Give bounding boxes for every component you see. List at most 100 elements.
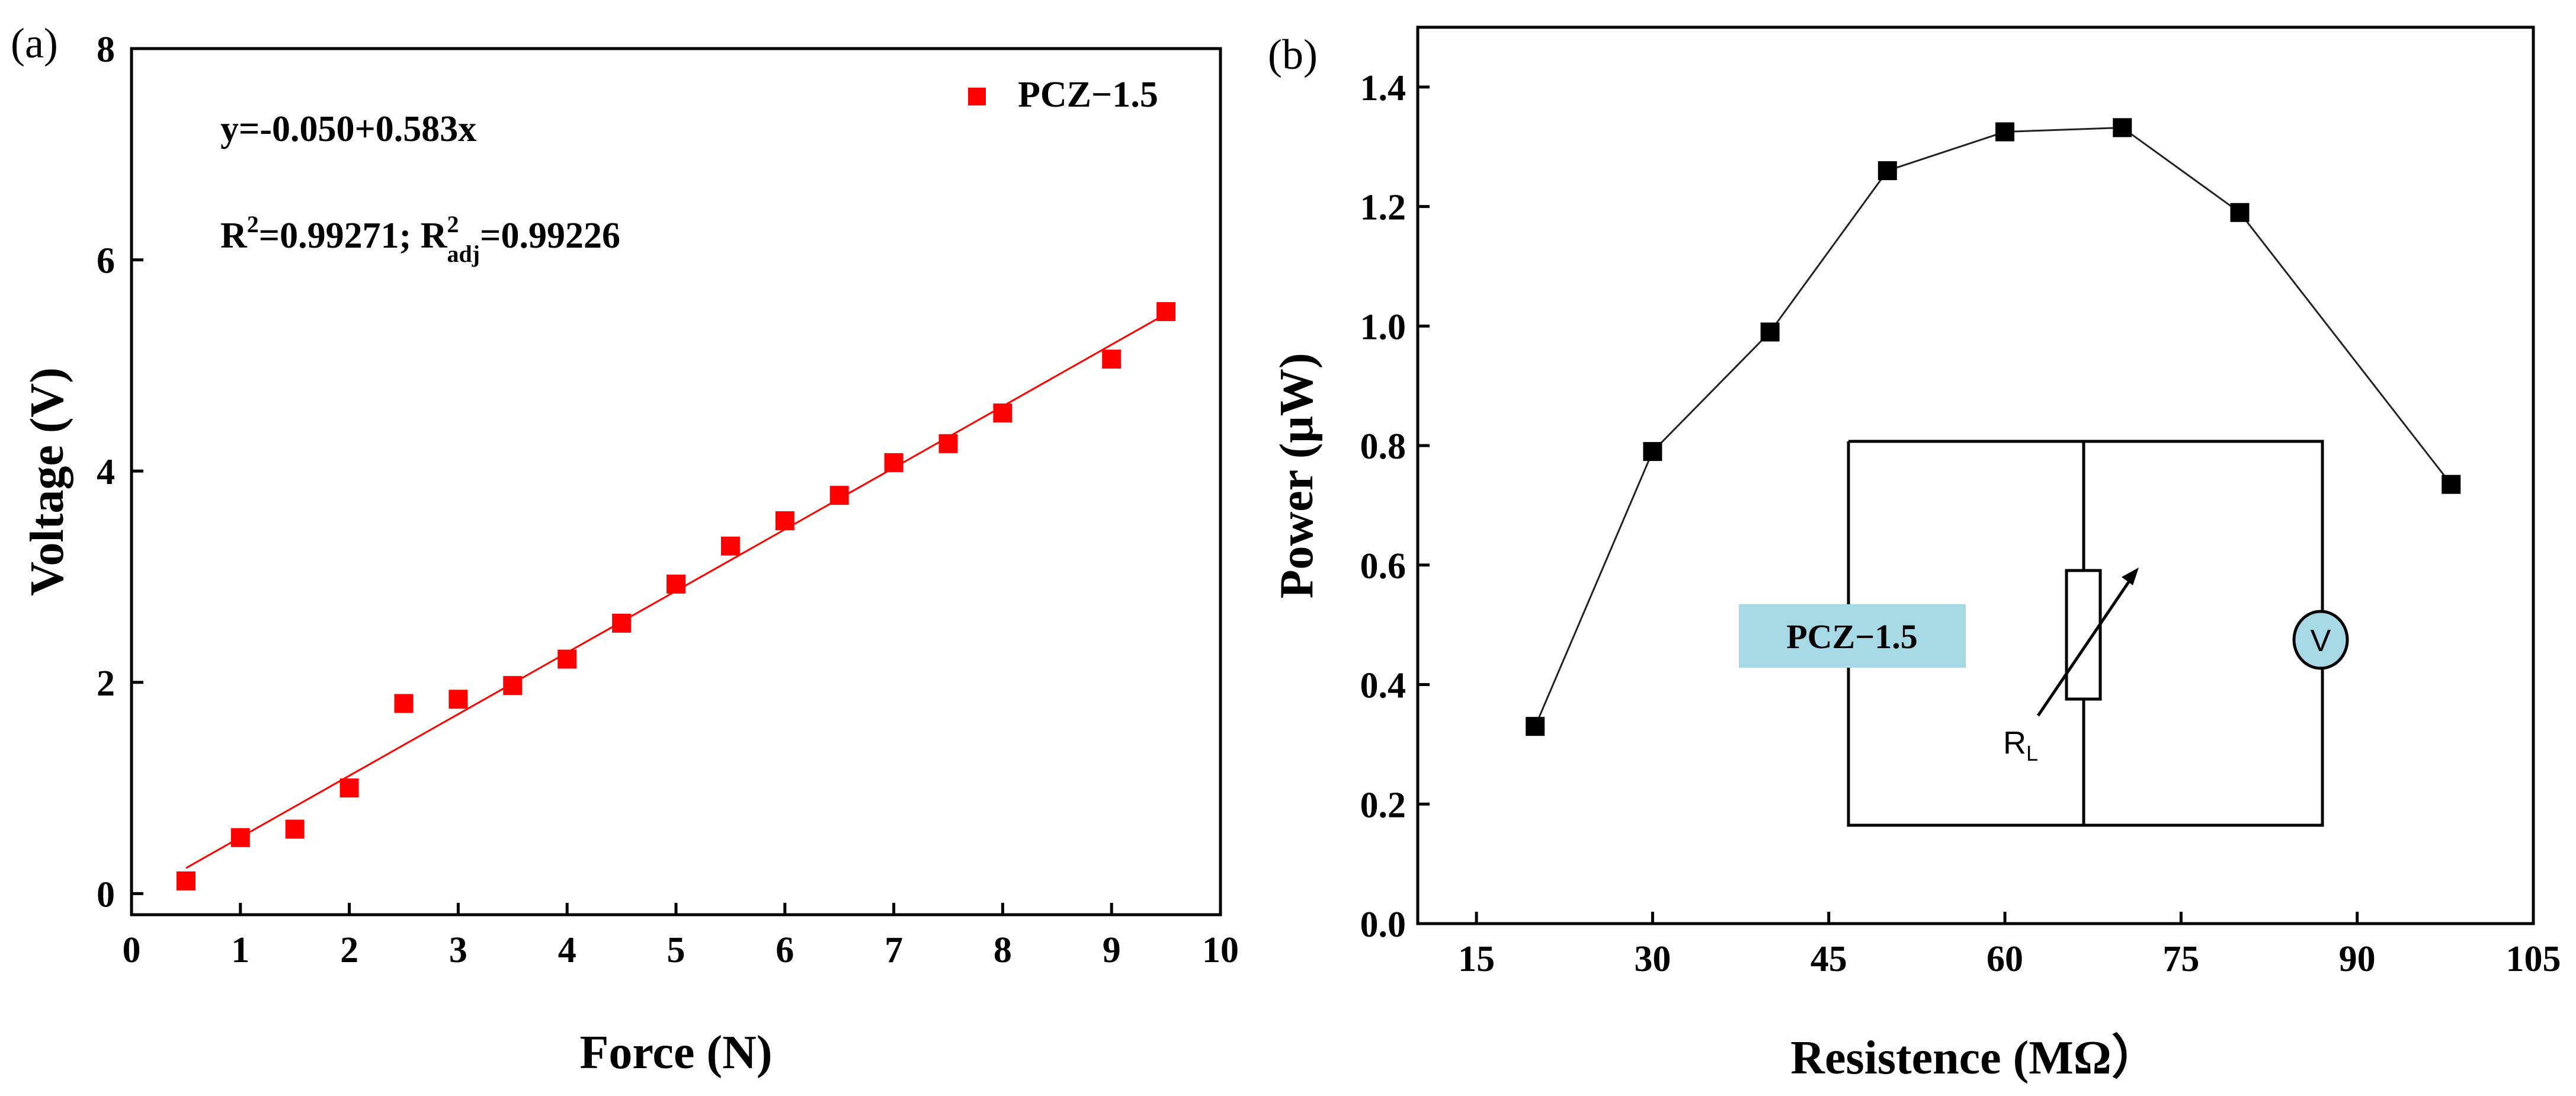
panel-b-x-tick-label: 45 [1811,939,1847,979]
panel-a-y-axis-label: Voltage (V) [21,367,73,596]
r2adj-sup: 2 [447,211,459,238]
inset-circuit: PCZ−1.5 RL V [1739,440,2349,827]
panel-a-y-tick-label: 2 [97,664,115,704]
voltmeter-circle [2292,610,2349,670]
panel-b-y-tick-label: 1.4 [1360,68,1406,108]
r2-sup: 2 [247,211,259,238]
panel-b-y-tick-label: 1.0 [1360,307,1406,347]
panel-b-data-point [2230,203,2250,222]
panel-b-data-point [1877,161,1897,181]
panel-a-data-point [884,453,903,472]
panel-a-equation: y=-0.050+0.583x [220,109,476,149]
panel-b-data-point [1643,442,1662,462]
panel-b-label: (b) [1268,31,1318,78]
panel-a-y-tick-label: 8 [97,30,115,70]
resistor-label-sub: L [2026,741,2038,765]
panel-a-data-point [448,690,468,709]
panel-a-label: (a) [11,20,58,67]
legend-entry-pcz-1-5: PCZ−1.5 [1018,75,1158,115]
variable-resistor-arrow-shaft [2036,575,2135,717]
variable-resistor-body [2065,569,2102,701]
panel-b-data-point [2442,475,2461,494]
r2adj-symbol: R [421,216,448,256]
panel-a-y-tick-label: 0 [97,874,115,915]
panel-b-data-point [1995,122,2015,142]
panel-b-y-tick-label: 0.6 [1360,546,1406,587]
variable-resistor-arrow-head [2122,568,2139,585]
panel-a-data-point [720,536,740,556]
panel-a-x-axis-label: Force (N) [580,1027,773,1079]
panel-b-series-line-group [1534,126,2452,727]
resistor-label-main: R [2003,725,2026,761]
panel-b-x-tick-label: 105 [2506,939,2561,979]
panel-a-data-point [558,649,577,669]
panel-a-x-tick-label: 1 [231,930,249,970]
panel-b-y-tick-label: 0.4 [1360,666,1406,706]
panel-a-x-tick-label: 7 [885,930,903,970]
r2adj-value: =0.99226 [480,216,620,256]
r2-symbol: R [220,216,248,256]
panel-a-data-point [829,486,849,505]
panel-b-data-point [2113,118,2132,137]
panel-a-data-points [176,302,1176,890]
panel-a-data-point [339,778,359,798]
voltmeter-label: V [2311,624,2331,658]
panel-a-data-point [1156,302,1176,321]
panel-a-x-tick-label: 9 [1103,930,1121,970]
panel-a-data-point [1102,350,1122,369]
panel-b-x-axis-ticks: 15 30 45 60 75 90 105 [1458,912,2561,979]
circuit-wire-loop [1847,440,2324,827]
panel-a-data-point [775,511,794,530]
panel-a-x-tick-label: 5 [667,930,685,970]
panel-b-x-tick-label: 30 [1634,939,1671,979]
panel-a-x-tick-label: 6 [776,930,794,970]
panel-a-x-tick-label: 0 [123,930,141,970]
panel-a-y-tick-label: 6 [97,241,115,281]
panel-a-data-point [667,574,685,594]
panel-a-plot-frame [130,47,1222,916]
panel-a-x-tick-label: 8 [994,930,1012,970]
resistor-label: RL [2003,725,2038,765]
panel-a: (a) 0 1 2 3 4 5 6 7 8 9 10 0 2 4 6 8 Force (N) Voltage… [11,20,1239,1079]
panel-b-data-points [1526,118,2461,736]
panel-a-data-point [394,694,414,713]
panel-b-series-line [1534,126,2452,727]
panel-b-y-axis-ticks: 0.0 0.2 0.4 0.6 0.8 1.0 1.2 1.4 [1360,68,1430,945]
panel-a-data-point [230,828,250,847]
panel-b-x-tick-label: 15 [1458,939,1495,979]
panel-a-x-axis-ticks: 0 1 2 3 4 5 6 7 8 9 10 [123,903,1239,970]
panel-a-data-point [993,403,1013,423]
panel-a-data-point [503,676,523,696]
panel-b-x-axis-label: Resistence (MΩ） [1790,1032,2159,1084]
panel-b-x-tick-label: 90 [2339,939,2376,979]
legend-marker-square [968,88,986,105]
panel-b-x-tick-label: 60 [1987,939,2023,979]
panel-a-data-point [612,613,632,633]
panel-a-y-tick-label: 4 [97,452,115,492]
panel-b-plot-frame [1416,25,2535,925]
panel-b-y-tick-label: 0.2 [1360,785,1406,825]
panel-a-data-point [938,434,958,453]
r2adj-sub: adj [447,241,480,267]
panel-a-x-tick-label: 3 [449,930,467,970]
panel-b-y-tick-label: 0.8 [1360,427,1406,467]
r2-value: =0.99271; [259,216,421,256]
panel-a-x-tick-label: 4 [558,930,576,970]
panel-b-y-tick-label: 1.2 [1360,188,1406,228]
panel-a-y-axis-ticks: 0 2 4 6 8 [97,30,143,915]
panel-a-x-tick-label: 2 [340,930,358,970]
panel-b-y-axis-label: Power (μW) [1271,353,1323,599]
panel-a-x-tick-label: 10 [1202,930,1239,970]
panel-a-data-point [285,819,305,839]
panel-a-legend: PCZ−1.5 [968,75,1158,115]
panel-b: (b) 15 30 45 60 75 90 105 0.0 0.2 0.4 0.6 0.8 1.0 1.… [1268,25,2561,1084]
pcz-source-label: PCZ−1.5 [1786,617,1918,656]
panel-b-data-point [1526,717,1545,736]
panel-a-data-point [176,871,196,890]
panel-b-x-tick-label: 75 [2162,939,2199,979]
panel-a-r-squared: R2=0.99271; R2 adj=0.99226 [220,211,620,267]
panel-b-data-point [1760,322,1780,342]
pcz-source-box [1739,604,1966,668]
panel-b-y-tick-label: 0.0 [1360,905,1406,945]
